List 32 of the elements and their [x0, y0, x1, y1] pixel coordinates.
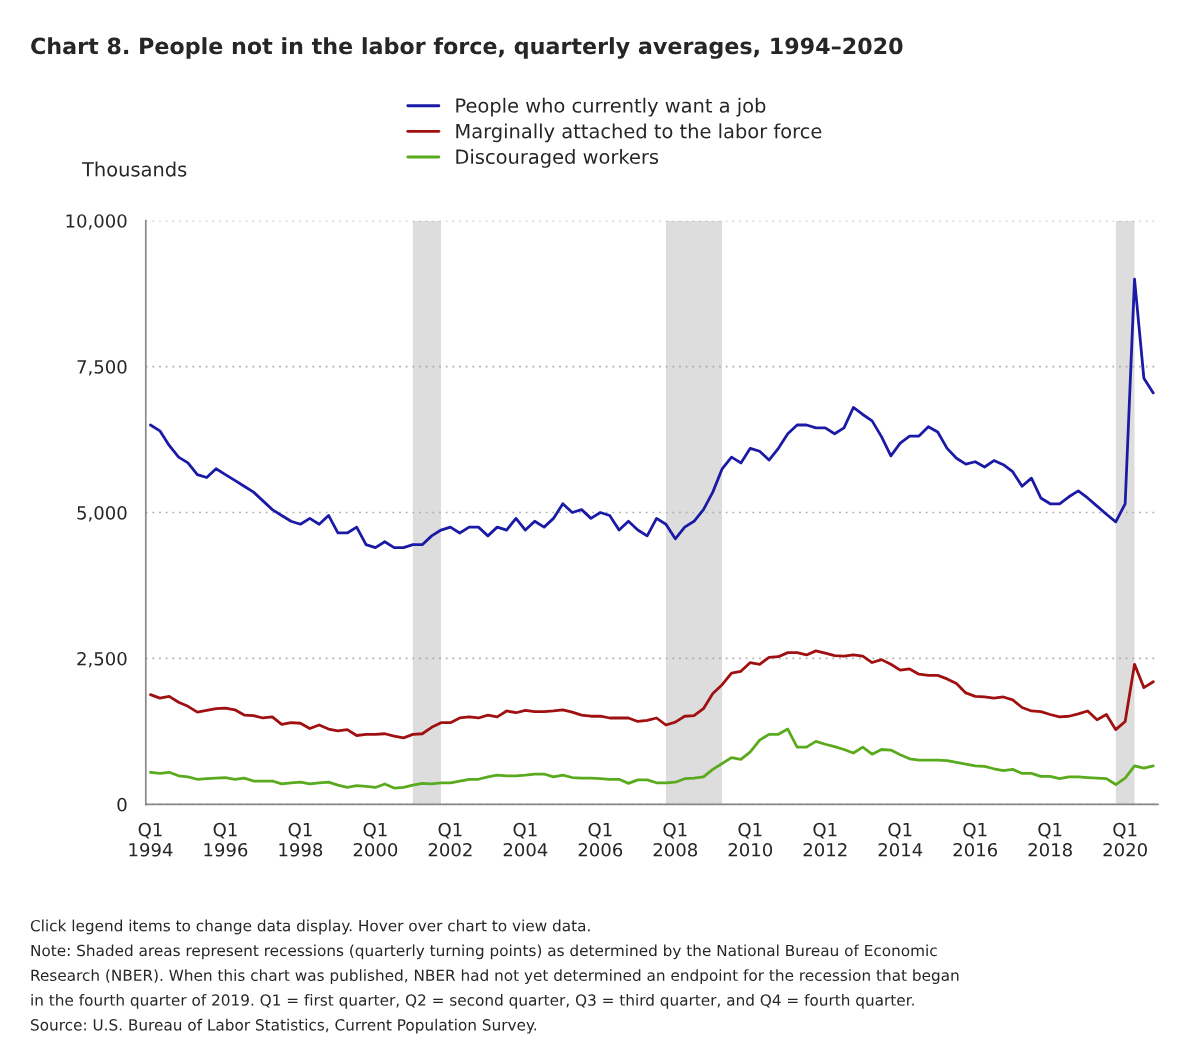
x-tick-label: Q1 2008 [653, 822, 698, 857]
chart-title: Chart 8. People not in the labor force, quarterly averages, 1994–2020 [31, 37, 903, 59]
x-tick-label: Q1 2012 [803, 822, 847, 857]
x-tick-label: Q1 2006 [578, 822, 623, 857]
text: Click legend items to change data display. Hover over chart to view data. [30, 919, 590, 935]
x-tick-label: Q1 2010 [728, 822, 773, 857]
text: in the fourth quarter of 2019. Q1 = first quarter, Q2 = second quarter, Q3 = third quarter, and Q4 = fourth quarter. [31, 994, 914, 1009]
x-tick-label: Q1 1994 [129, 822, 173, 857]
text: Note: Shaded areas represent recessions (quarterly turning points) as determined by the National Bureau of Economic [31, 944, 937, 960]
y-tick-label: 2,500 [77, 651, 127, 668]
text: Research (NBER). When this chart was published, NBER had not yet determined an endpoint for the recession that began [31, 969, 959, 984]
x-tick-label: Q1 2004 [503, 822, 548, 857]
x-tick-label: Q1 2000 [353, 822, 398, 857]
legend-label: People who currently want a job [456, 97, 766, 117]
x-tick-label: Q1 2016 [953, 822, 998, 857]
line-series [149, 727, 1155, 790]
x-tick-label: Q1 2014 [878, 822, 923, 857]
y-axis-title: Thousands [81, 161, 187, 177]
y-tick-label: 10,000 [66, 214, 127, 230]
y-tick-label: 0 [117, 797, 127, 812]
legend-label: Discouraged workers [456, 149, 659, 168]
x-tick-label: Q1 2002 [428, 822, 472, 857]
x-tick-label: Q1 2018 [1028, 822, 1072, 857]
line-series [149, 277, 1155, 549]
legend-label: Marginally attached to the labor force [456, 123, 822, 143]
x-tick-label: Q1 2020 [1103, 822, 1147, 857]
x-tick-label: Q1 1998 [279, 822, 323, 857]
source-note: Source: U.S. Bureau of Labor Statistics, Current Population Survey. [31, 1018, 537, 1034]
x-tick-label: Q1 1996 [204, 822, 248, 857]
y-tick-label: 5,000 [77, 506, 127, 522]
y-tick-label: 7,500 [77, 360, 127, 376]
line-series [149, 649, 1155, 740]
